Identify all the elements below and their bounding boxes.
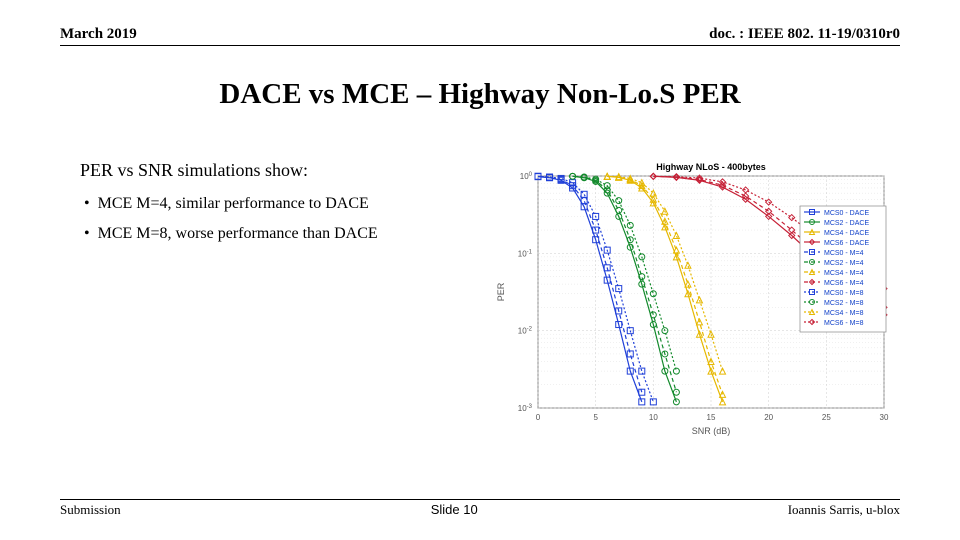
svg-text:10-1: 10-1 [518, 249, 533, 258]
svg-text:5: 5 [593, 413, 598, 422]
svg-text:30: 30 [880, 413, 889, 422]
svg-text:MCS2 - DACE: MCS2 - DACE [824, 220, 869, 227]
footer: Submission Slide 10 Ioannis Sarris, u-bl… [60, 499, 900, 518]
svg-text:MCS6 - M=4: MCS6 - M=4 [824, 280, 864, 287]
footer-right: Ioannis Sarris, u-blox [788, 502, 900, 518]
slide-title: DACE vs MCE – Highway Non-Lo.S PER [0, 78, 960, 111]
svg-text:MCS2 - M=4: MCS2 - M=4 [824, 260, 864, 267]
bullet-item: • MCE M=8, worse performance than DACE [80, 225, 480, 243]
intro-text: PER vs SNR simulations show: [80, 160, 480, 181]
footer-slide: Slide 10 [431, 502, 478, 518]
svg-text:25: 25 [822, 413, 831, 422]
svg-text:PER: PER [496, 282, 506, 301]
svg-text:100: 100 [520, 172, 533, 181]
svg-text:10: 10 [649, 413, 658, 422]
header-date: March 2019 [60, 26, 137, 43]
svg-text:20: 20 [764, 413, 773, 422]
svg-text:SNR (dB): SNR (dB) [692, 426, 731, 436]
svg-text:Highway NLoS - 400bytes: Highway NLoS - 400bytes [656, 162, 766, 172]
svg-text:MCS2 - M=8: MCS2 - M=8 [824, 300, 864, 307]
svg-text:MCS4 - DACE: MCS4 - DACE [824, 230, 869, 237]
bullet-item: • MCE M=4, similar performance to DACE [80, 195, 480, 213]
svg-text:MCS0 - M=8: MCS0 - M=8 [824, 290, 864, 297]
svg-text:MCS6 - DACE: MCS6 - DACE [824, 240, 869, 247]
header-doc: doc. : IEEE 802. 11-19/0310r0 [709, 26, 900, 43]
svg-text:10-3: 10-3 [518, 404, 533, 413]
svg-text:10-2: 10-2 [518, 327, 533, 336]
svg-text:MCS0 - M=4: MCS0 - M=4 [824, 250, 864, 257]
svg-text:MCS0 - DACE: MCS0 - DACE [824, 210, 869, 217]
footer-left: Submission [60, 502, 121, 518]
text-block: PER vs SNR simulations show: • MCE M=4, … [80, 160, 480, 255]
per-chart: 0 5 10 15 20 25 30 10-3 10-2 10-1 100 SNR (dB) PER Hi… [492, 158, 892, 438]
header: March 2019 doc. : IEEE 802. 11-19/0310r0 [60, 26, 900, 46]
svg-text:15: 15 [707, 413, 716, 422]
svg-text:0: 0 [536, 413, 541, 422]
svg-text:MCS4 - M=4: MCS4 - M=4 [824, 270, 864, 277]
svg-text:MCS4 - M=8: MCS4 - M=8 [824, 310, 864, 317]
svg-text:MCS6 - M=8: MCS6 - M=8 [824, 320, 864, 327]
